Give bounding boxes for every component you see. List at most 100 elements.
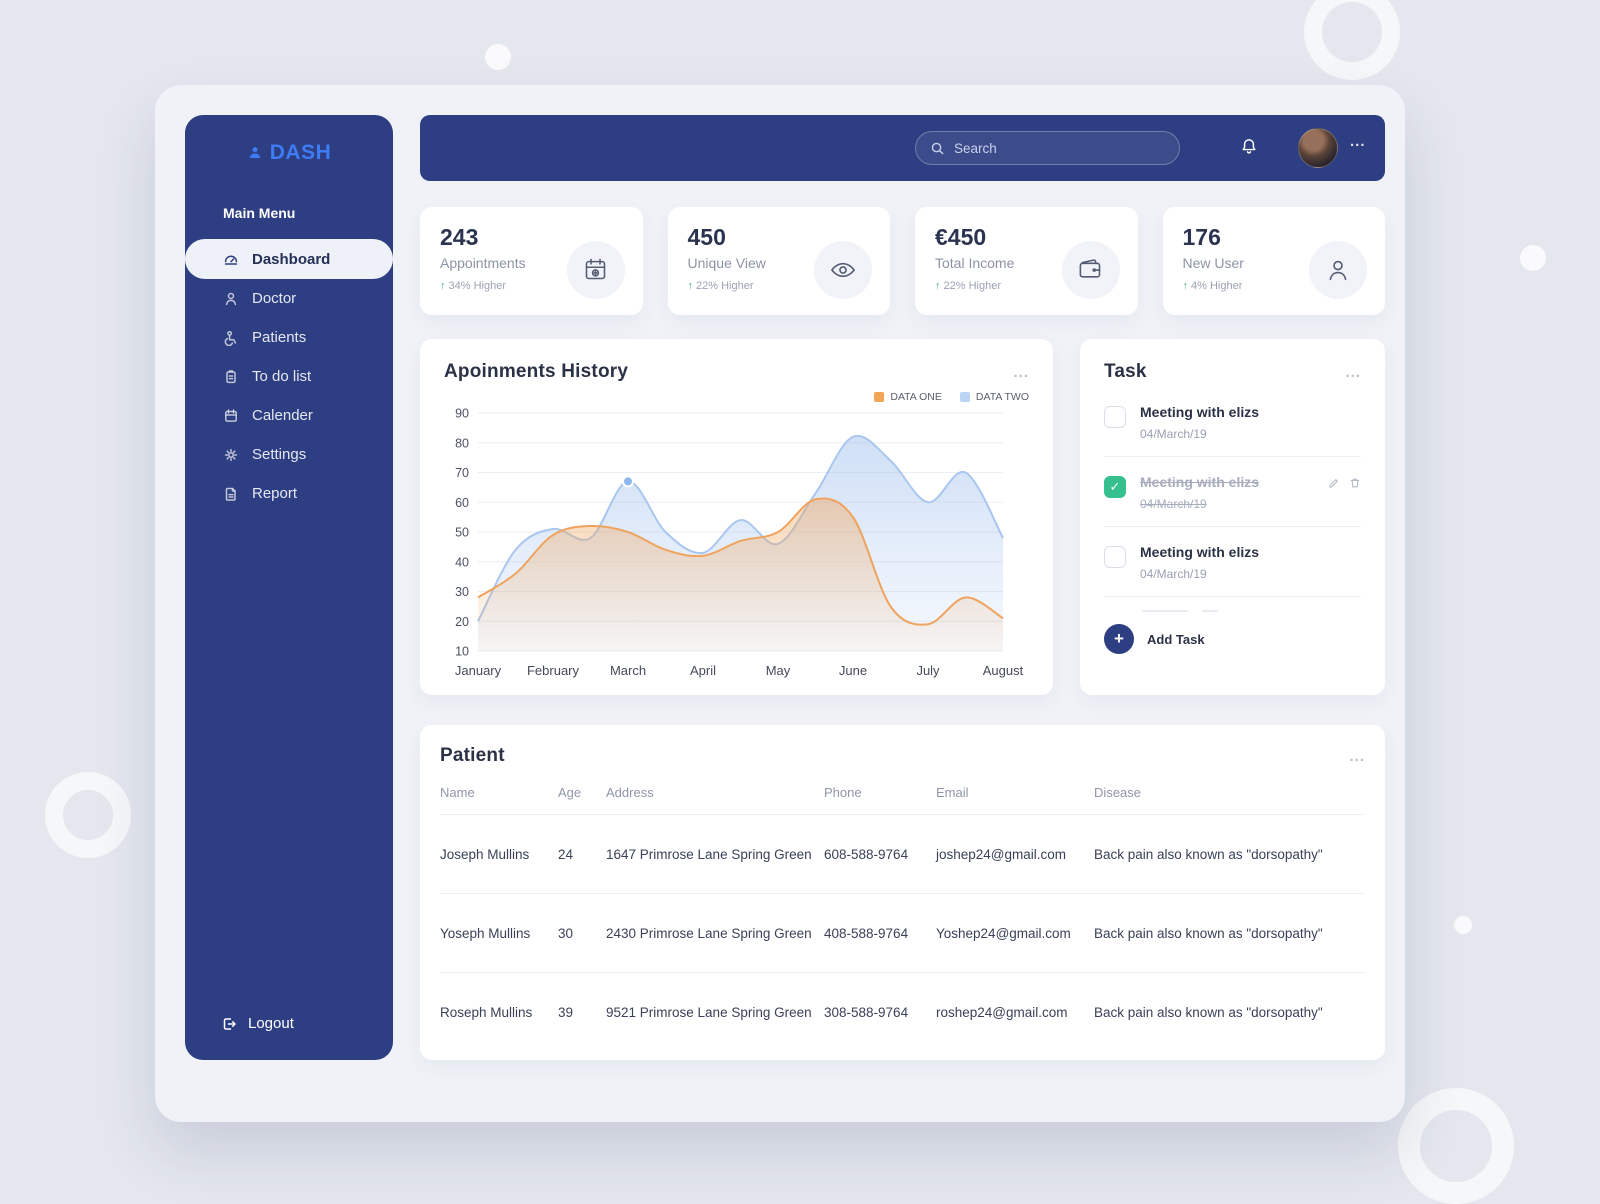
stat-label: Total Income <box>935 255 1015 271</box>
stat-card-total-income: €450 Total Income ↑ 22% Higher <box>915 207 1138 315</box>
patient-menu-button[interactable]: ... <box>1349 747 1365 765</box>
stat-delta: ↑ 22% Higher <box>687 280 754 292</box>
table-row: Roseph Mullins 39 9521 Primrose Lane Spr… <box>440 973 1365 1052</box>
logo-person-icon <box>247 145 263 161</box>
column-header: Email <box>936 785 969 800</box>
add-task-label: Add Task <box>1147 631 1205 647</box>
sidebar-item-doctor[interactable]: Doctor <box>185 279 393 318</box>
decor-circle <box>485 44 511 70</box>
column-header: Name <box>440 785 475 800</box>
svg-text:February: February <box>527 663 580 678</box>
column-header: Phone <box>824 785 862 800</box>
task-card-title: Task <box>1104 361 1147 382</box>
task-menu-button[interactable]: ... <box>1345 363 1361 381</box>
doctor-icon <box>223 291 239 307</box>
calendar-icon <box>223 408 239 424</box>
patient-card-title: Patient <box>440 745 505 766</box>
stat-delta: ↑ 34% Higher <box>440 280 506 292</box>
add-task-button[interactable]: + Add Task <box>1104 624 1361 654</box>
dashboard-icon <box>223 251 239 267</box>
header-menu-button[interactable]: ... <box>1350 133 1366 150</box>
report-icon <box>223 486 239 502</box>
chart-menu-button[interactable]: ... <box>1013 363 1029 381</box>
trash-icon[interactable] <box>1349 477 1361 489</box>
svg-text:10: 10 <box>455 645 469 659</box>
sidebar-item-calendar[interactable]: Calender <box>185 396 393 435</box>
patient-table-header: Name Age Address Phone Email Disease <box>440 771 1365 815</box>
search-icon <box>930 141 945 156</box>
cell-disease: Back pain also known as "dorsopathy" <box>1094 1005 1323 1020</box>
sidebar-item-label: Report <box>252 485 298 502</box>
user-icon <box>1309 240 1367 299</box>
bell-icon[interactable] <box>1238 136 1260 158</box>
patient-card: Patient ... Name Age Address Phone Email… <box>420 725 1385 1060</box>
task-title: Meeting with elizs <box>1140 474 1260 490</box>
task-date: 04/March/19 <box>1140 497 1207 511</box>
logout-icon <box>221 1016 237 1032</box>
task-checkbox[interactable] <box>1104 546 1126 568</box>
task-date: 04/March/19 <box>1140 567 1207 581</box>
cell-phone: 308-588-9764 <box>824 1005 909 1020</box>
search-input[interactable] <box>954 140 1165 156</box>
stat-delta: ↑ 22% Higher <box>935 280 1001 292</box>
stat-label: Appointments <box>440 255 526 271</box>
stat-value: 450 <box>687 224 726 250</box>
svg-text:80: 80 <box>455 436 469 450</box>
svg-text:April: April <box>690 663 716 678</box>
edit-icon[interactable] <box>1328 477 1340 489</box>
up-arrow-icon: ↑ <box>687 280 694 292</box>
up-arrow-icon: ↑ <box>935 280 941 292</box>
task-item: ✓ Meeting with elizs 04/March/19 <box>1104 457 1361 527</box>
task-title: Meeting with elizs <box>1140 404 1260 420</box>
cell-age: 39 <box>558 1005 574 1020</box>
stat-value: 243 <box>440 224 479 250</box>
sidebar-item-label: Doctor <box>252 290 297 307</box>
stat-label: New User <box>1182 255 1244 271</box>
column-header: Disease <box>1094 785 1141 800</box>
cell-name: Roseph Mullins <box>440 1005 533 1020</box>
stat-delta: ↑ 4% Higher <box>1182 280 1243 292</box>
cell-age: 30 <box>558 925 574 941</box>
cell-name: Joseph Mullins <box>440 846 530 862</box>
svg-text:May: May <box>766 663 791 678</box>
task-actions <box>1328 477 1361 489</box>
plus-icon: + <box>1104 624 1134 654</box>
cell-phone: 608-588-9764 <box>824 846 909 862</box>
sidebar-item-patients[interactable]: Patients <box>185 318 393 357</box>
search-bar[interactable] <box>915 131 1180 165</box>
sidebar-item-todo-list[interactable]: To do list <box>185 357 393 396</box>
task-checkbox[interactable]: ✓ <box>1104 476 1126 498</box>
svg-text:January: January <box>455 663 502 678</box>
task-date: 04/March/19 <box>1140 427 1207 441</box>
up-arrow-icon: ↑ <box>1182 280 1189 292</box>
appointments-history-card: Apoinments History ... DATA ONE DATA TWO… <box>420 339 1053 695</box>
svg-text:20: 20 <box>455 615 469 629</box>
logout-label: Logout <box>248 1015 294 1032</box>
cell-disease: Back pain also known as "dorsopathy" <box>1094 925 1323 941</box>
svg-text:July: July <box>916 663 940 678</box>
decor-ring <box>1304 0 1400 80</box>
up-arrow-icon: ↑ <box>440 280 446 292</box>
svg-text:March: March <box>610 663 646 678</box>
sidebar-item-label: Calender <box>252 407 313 424</box>
sidebar-section-label: Main Menu <box>223 205 296 221</box>
cell-disease: Back pain also known as "dorsopathy" <box>1094 846 1323 862</box>
user-avatar[interactable] <box>1298 128 1338 168</box>
settings-icon <box>223 447 239 463</box>
cell-name: Yoseph Mullins <box>440 925 531 941</box>
sidebar-item-settings[interactable]: Settings <box>185 435 393 474</box>
sidebar-item-dashboard[interactable]: Dashboard <box>185 239 393 279</box>
svg-text:August: August <box>983 663 1024 678</box>
task-item: Meeting with elizs 04/March/19 <box>1104 527 1361 597</box>
chart-title: Apoinments History <box>444 361 629 382</box>
sidebar-item-report[interactable]: Report <box>185 474 393 513</box>
task-card: Task ... Meeting with elizs 04/March/19 … <box>1080 339 1385 695</box>
task-checkbox[interactable] <box>1104 406 1126 428</box>
check-icon: ✓ <box>1109 479 1121 494</box>
logout-button[interactable]: Logout <box>221 1015 294 1032</box>
app-title: DASH <box>269 141 332 164</box>
cell-email: joshep24@gmail.com <box>936 846 1067 862</box>
column-header: Age <box>558 785 582 800</box>
cell-address: 9521 Primrose Lane Spring Green <box>606 1005 812 1020</box>
top-bar: ... <box>420 115 1385 181</box>
